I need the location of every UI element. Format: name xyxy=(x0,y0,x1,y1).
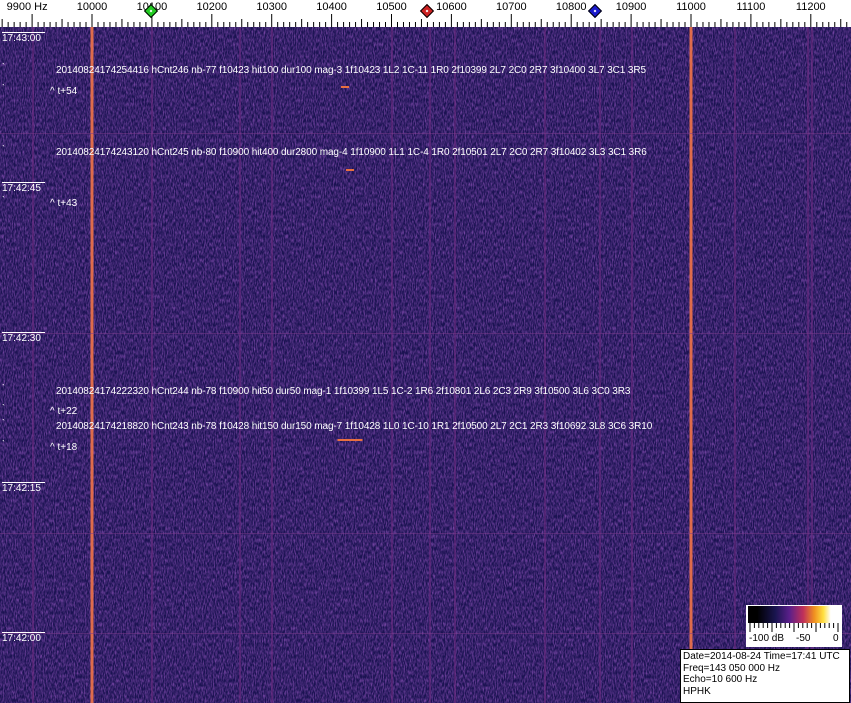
info-date-time: Date=2014-08-24 Time=17:41 UTC xyxy=(683,651,840,662)
waterfall-display[interactable] xyxy=(0,27,851,703)
time-label: 17:43:00 xyxy=(2,32,45,44)
time-offset-label: ^ t+54 xyxy=(50,86,78,97)
info-echo: Echo=10 600 Hz xyxy=(683,674,758,685)
time-label: 17:42:15 xyxy=(2,482,45,494)
spur-line xyxy=(454,27,456,703)
horizontal-artifact xyxy=(0,633,851,634)
colorbar-label-max: 0 xyxy=(833,633,839,644)
spur-line xyxy=(239,27,241,703)
spur-line xyxy=(734,27,736,703)
detection-annotation: 20140824174254416 hCnt246 nb-77 f10423 h… xyxy=(56,65,646,76)
carrier-line xyxy=(689,27,693,703)
spur-line xyxy=(807,27,809,703)
spur-line xyxy=(599,27,601,703)
horizontal-artifact xyxy=(0,333,851,334)
meteor-echo xyxy=(346,169,354,171)
horizontal-artifact xyxy=(0,533,851,534)
colorbar-legend: -100 dB -50 0 xyxy=(746,605,842,647)
freq-label: 10900 xyxy=(615,1,647,13)
spur-line xyxy=(271,27,273,703)
time-offset-label: ^ t+18 xyxy=(50,442,78,453)
freq-label: 10300 xyxy=(256,1,287,13)
time-offset-label: ^ t+43 xyxy=(50,198,78,209)
spur-line xyxy=(811,27,813,703)
spur-line xyxy=(544,27,546,703)
freq-label: 10200 xyxy=(196,1,228,13)
freq-label: 11100 xyxy=(736,1,766,13)
freq-label: 10000 xyxy=(76,1,108,13)
spur-line xyxy=(631,27,633,703)
event-tick-icon: ` xyxy=(2,195,5,205)
freq-label: 10600 xyxy=(436,1,467,13)
freq-label: 10700 xyxy=(496,1,527,13)
spur-line xyxy=(151,27,153,703)
event-tick-icon: ` xyxy=(2,418,5,428)
event-tick-icon: ` xyxy=(2,383,5,393)
freq-label: 9900 Hz xyxy=(6,1,48,13)
detection-annotation: 20140824174222320 hCnt244 nb-78 f10900 h… xyxy=(56,386,631,397)
colorbar-label-mid: -50 xyxy=(796,633,811,644)
info-freq: Freq=143 050 000 Hz xyxy=(683,662,781,674)
freq-label: 11000 xyxy=(676,1,706,13)
time-offset-label: ^ t+22 xyxy=(50,406,78,417)
freq-label: 10500 xyxy=(376,1,407,13)
spur-line xyxy=(429,27,431,703)
frequency-scale[interactable]: 9900 Hz100001010010200103001040010500106… xyxy=(0,0,851,27)
meteor-echo xyxy=(341,86,349,88)
spur-line xyxy=(391,27,393,703)
meteor-echo xyxy=(337,439,363,441)
event-tick-icon: ` xyxy=(2,403,5,413)
frequency-ticks xyxy=(1,14,848,27)
info-station: HPHK xyxy=(683,685,711,697)
time-label: 17:42:00 xyxy=(2,632,45,644)
detection-annotation: 20140824174243120 hCnt245 nb-80 f10900 h… xyxy=(56,147,647,158)
event-tick-icon: ` xyxy=(2,83,5,93)
info-box: Date=2014-08-24 Time=17:41 UTC Freq=143 … xyxy=(680,649,850,703)
event-tick-icon: ` xyxy=(2,439,5,449)
detection-annotation: 20140824174218820 hCnt243 nb-78 f10428 h… xyxy=(56,421,653,432)
carrier-line xyxy=(90,27,94,703)
colorbar-gradient xyxy=(748,606,840,623)
freq-label: 10400 xyxy=(316,1,347,13)
event-tick-icon: ` xyxy=(2,144,5,154)
freq-label: 10800 xyxy=(555,1,587,13)
time-label: 17:42:45 xyxy=(2,182,45,194)
time-label: 17:42:30 xyxy=(2,332,45,344)
freq-label: 11200 xyxy=(795,1,826,13)
event-tick-icon: ` xyxy=(2,62,5,72)
colorbar-ticks xyxy=(749,623,839,632)
spur-line xyxy=(32,27,34,703)
colorbar-label-min: -100 dB xyxy=(749,633,785,644)
horizontal-artifact xyxy=(0,133,851,134)
